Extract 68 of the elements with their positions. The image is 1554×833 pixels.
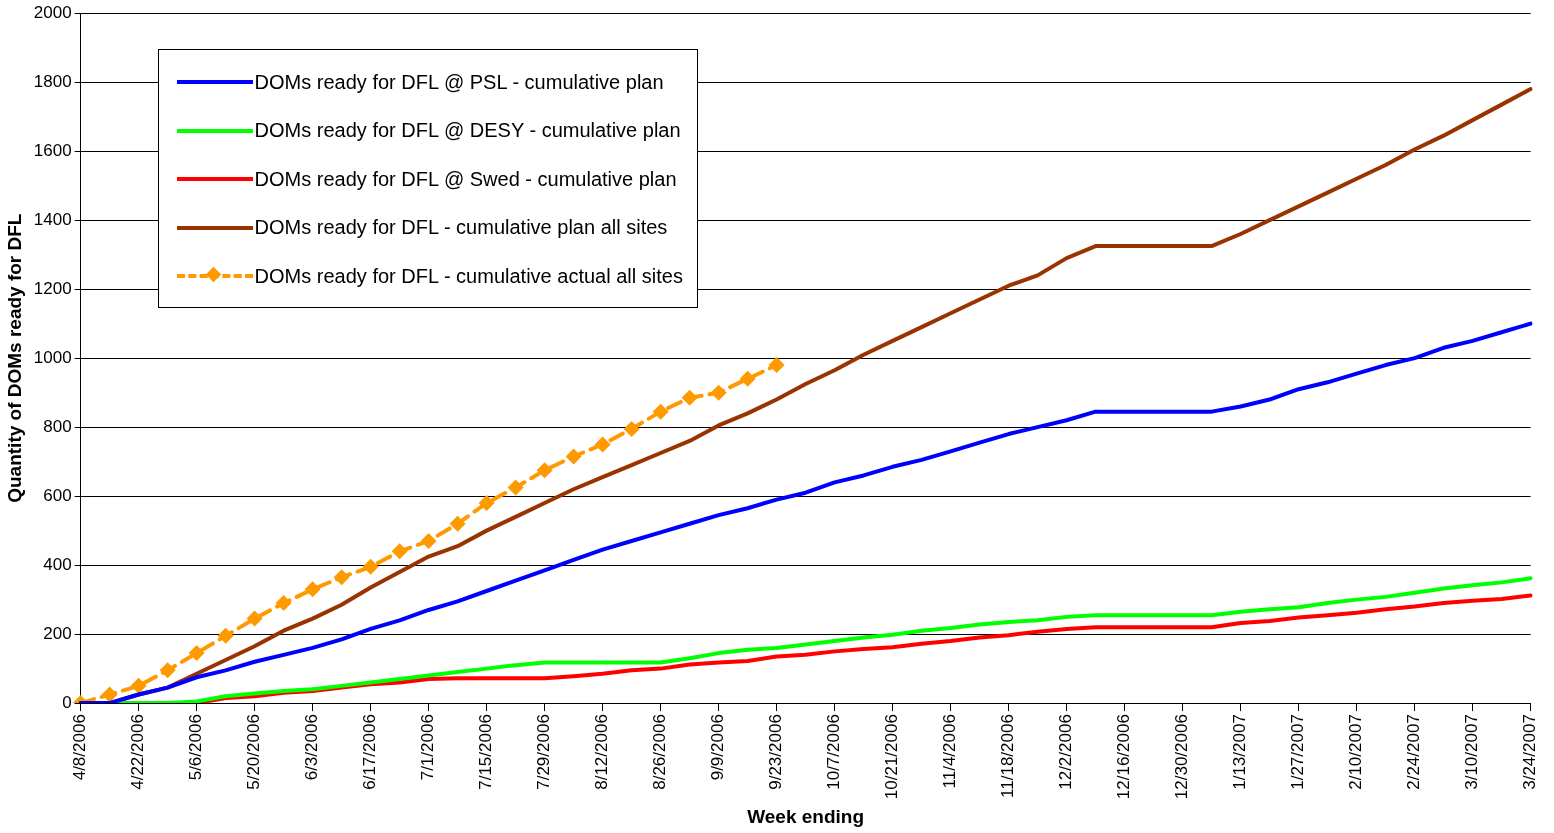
- y-tick-label: 1400: [33, 209, 72, 229]
- legend-label: DOMs ready for DFL - cumulative plan all sites: [254, 216, 668, 240]
- y-tick-label: 600: [43, 485, 72, 505]
- x-tick-label: 12/2/2006: [1056, 714, 1076, 790]
- x-tick-label: 9/9/2006: [708, 714, 728, 781]
- x-tick-label: 10/7/2006: [824, 714, 844, 790]
- point: [507, 479, 524, 496]
- x-tick-label: 11/18/2006: [998, 714, 1018, 798]
- point: [130, 677, 147, 694]
- y-tick-label: 1200: [33, 278, 72, 298]
- point: [420, 532, 437, 549]
- x-axis-title: Week ending: [747, 805, 865, 827]
- x-tick-label: 4/22/2006: [128, 714, 148, 790]
- x-tick-label: 2/24/2007: [1404, 714, 1424, 790]
- y-tick-label: 200: [43, 623, 72, 643]
- point: [449, 515, 466, 532]
- y-axis-title: Quantity of DOMs ready for DFL: [3, 213, 25, 503]
- x-tick-label: 6/3/2006: [302, 714, 322, 781]
- x-tick-label: 12/30/2006: [1172, 714, 1192, 800]
- x-tick-label: 6/17/2006: [360, 714, 380, 790]
- y-tick-label: 1800: [33, 71, 72, 91]
- point: [536, 462, 553, 479]
- x-tick-label: 11/4/2006: [940, 714, 960, 789]
- point: [681, 389, 698, 406]
- y-tick-label: 800: [43, 416, 72, 436]
- x-tick-label: 7/1/2006: [418, 714, 438, 781]
- point: [391, 543, 408, 560]
- y-tick-label: 2000: [33, 2, 72, 22]
- y-tick-label: 0: [62, 692, 72, 712]
- point: [623, 420, 640, 437]
- point: [710, 384, 727, 401]
- point: [652, 403, 669, 420]
- x-tick-label: 8/26/2006: [650, 714, 670, 790]
- y-tick-label: 400: [43, 554, 72, 574]
- x-tick-label: 10/21/2006: [882, 714, 902, 800]
- x-tick-label: 5/20/2006: [244, 714, 264, 790]
- x-tick-label: 1/13/2007: [1230, 714, 1250, 790]
- x-tick-label: 7/15/2006: [476, 714, 496, 790]
- point: [101, 686, 118, 703]
- x-tick-label: 3/10/2007: [1462, 714, 1482, 790]
- y-tick-label: 1600: [33, 140, 72, 160]
- x-tick-label: 1/27/2007: [1288, 714, 1308, 790]
- x-tick-label: 8/12/2006: [592, 714, 612, 790]
- legend-label: DOMs ready for DFL @ PSL - cumulative plan: [254, 70, 664, 94]
- point: [565, 448, 582, 465]
- point: [739, 370, 756, 387]
- point: [246, 610, 263, 627]
- point: [159, 662, 176, 679]
- point: [478, 495, 495, 512]
- x-tick-label: 9/23/2006: [766, 714, 786, 790]
- x-tick-label: 5/6/2006: [186, 714, 206, 781]
- point: [304, 581, 321, 598]
- point: [217, 627, 234, 644]
- x-tick-label: 12/16/2006: [1114, 714, 1134, 800]
- point: [333, 569, 350, 586]
- x-tick-label: 7/29/2006: [534, 714, 554, 790]
- point: [362, 558, 379, 575]
- legend-label: DOMs ready for DFL @ DESY - cumulative plan: [254, 119, 681, 143]
- legend-label: DOMs ready for DFL @ Swed - cumulative plan: [254, 167, 677, 191]
- x-tick-label: 4/8/2006: [70, 714, 90, 781]
- x-tick-label: 2/10/2007: [1346, 714, 1366, 790]
- y-tick-label: 1000: [33, 347, 72, 367]
- point: [275, 595, 292, 612]
- legend-label: DOMs ready for DFL - cumulative actual all sites: [254, 264, 683, 288]
- point: [594, 436, 611, 453]
- point: [188, 645, 205, 662]
- point: [768, 357, 785, 374]
- x-tick-label: 3/24/2007: [1520, 714, 1540, 790]
